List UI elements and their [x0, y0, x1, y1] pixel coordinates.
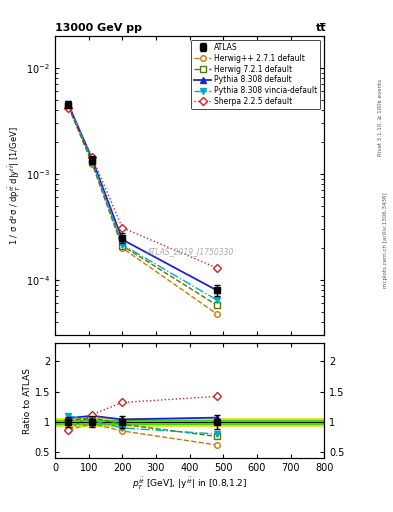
Line: Pythia 8.308 vincia-default: Pythia 8.308 vincia-default	[66, 101, 219, 303]
Bar	[55, 418, 324, 426]
Text: mcplots.cern.ch [arXiv:1306.3436]: mcplots.cern.ch [arXiv:1306.3436]	[384, 193, 388, 288]
Sherpa 2.2.5 default	[214, 265, 219, 271]
Text: tt̅: tt̅	[316, 23, 326, 33]
Sherpa 2.2.5 default	[120, 225, 125, 231]
Pythia 8.308 vincia-default	[120, 242, 125, 248]
Herwig++ 2.7.1 default	[120, 245, 125, 251]
Sherpa 2.2.5 default	[66, 104, 71, 111]
Sherpa 2.2.5 default	[90, 154, 94, 160]
Line: Herwig 7.2.1 default: Herwig 7.2.1 default	[66, 103, 219, 308]
Pythia 8.308 default	[66, 101, 71, 108]
Pythia 8.308 default	[90, 156, 94, 162]
Herwig 7.2.1 default	[214, 302, 219, 308]
Legend: ATLAS, Herwig++ 2.7.1 default, Herwig 7.2.1 default, Pythia 8.308 default, Pythi: ATLAS, Herwig++ 2.7.1 default, Herwig 7.…	[191, 39, 320, 110]
Line: Herwig++ 2.7.1 default: Herwig++ 2.7.1 default	[66, 104, 219, 316]
Line: Pythia 8.308 default: Pythia 8.308 default	[65, 101, 220, 294]
Y-axis label: Ratio to ATLAS: Ratio to ATLAS	[23, 368, 32, 434]
Herwig++ 2.7.1 default	[90, 160, 94, 166]
Y-axis label: 1 / σ d²σ / dp$_T^{t\bar{t}}$ d|y$^{t\bar{t}}$| [1/GeV]: 1 / σ d²σ / dp$_T^{t\bar{t}}$ d|y$^{t\ba…	[7, 126, 23, 245]
Text: 13000 GeV pp: 13000 GeV pp	[55, 23, 142, 33]
Pythia 8.308 vincia-default	[90, 158, 94, 164]
Pythia 8.308 default	[214, 287, 219, 293]
Herwig 7.2.1 default	[120, 243, 125, 249]
Text: Rivet 3.1.10, ≥ 100k events: Rivet 3.1.10, ≥ 100k events	[378, 79, 383, 156]
Pythia 8.308 default	[120, 237, 125, 243]
Text: $p_T^{t\bar{t}}$ (ATLAS semileptonic t$\bar{t}$): $p_T^{t\bar{t}}$ (ATLAS semileptonic t$\…	[200, 42, 321, 58]
Herwig 7.2.1 default	[90, 159, 94, 165]
Herwig++ 2.7.1 default	[214, 311, 219, 317]
Text: ATLAS_2019_I1750330: ATLAS_2019_I1750330	[146, 247, 233, 256]
X-axis label: $p_T^{t\bar{t}}$ [GeV], |y$^{t\bar{t}}$| in [0.8,1.2]: $p_T^{t\bar{t}}$ [GeV], |y$^{t\bar{t}}$|…	[132, 476, 247, 492]
Pythia 8.308 vincia-default	[214, 296, 219, 303]
Line: Sherpa 2.2.5 default: Sherpa 2.2.5 default	[66, 105, 219, 271]
Pythia 8.308 vincia-default	[66, 101, 71, 107]
Herwig 7.2.1 default	[66, 103, 71, 109]
Herwig++ 2.7.1 default	[66, 103, 71, 110]
Bar	[55, 420, 324, 424]
